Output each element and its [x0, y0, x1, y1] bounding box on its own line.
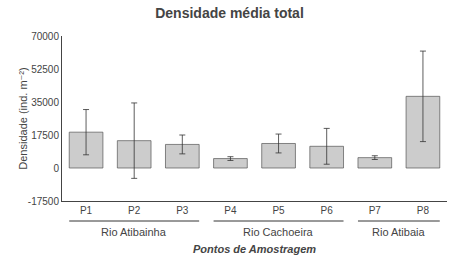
- svg-text:52500: 52500: [31, 64, 59, 75]
- svg-text:70000: 70000: [31, 31, 59, 42]
- svg-text:35000: 35000: [31, 97, 59, 108]
- svg-text:P4: P4: [224, 205, 237, 216]
- svg-text:0: 0: [53, 163, 59, 174]
- svg-text:-17500: -17500: [28, 196, 60, 207]
- svg-text:17500: 17500: [31, 130, 59, 141]
- svg-text:P8: P8: [417, 205, 430, 216]
- svg-text:P3: P3: [176, 205, 189, 216]
- svg-text:Densidade (ind. m⁻²): Densidade (ind. m⁻²): [17, 67, 29, 169]
- svg-text:P2: P2: [128, 205, 141, 216]
- svg-text:Densidade média total: Densidade média total: [155, 5, 304, 21]
- svg-text:Rio Atibainha: Rio Atibainha: [101, 226, 167, 238]
- svg-text:Rio Cachoeira: Rio Cachoeira: [243, 226, 314, 238]
- svg-text:P1: P1: [80, 205, 93, 216]
- svg-text:Rio Atibaia: Rio Atibaia: [372, 226, 425, 238]
- svg-text:P7: P7: [369, 205, 382, 216]
- svg-text:P5: P5: [272, 205, 285, 216]
- svg-text:Pontos de Amostragem: Pontos de Amostragem: [193, 243, 316, 255]
- svg-text:P6: P6: [321, 205, 334, 216]
